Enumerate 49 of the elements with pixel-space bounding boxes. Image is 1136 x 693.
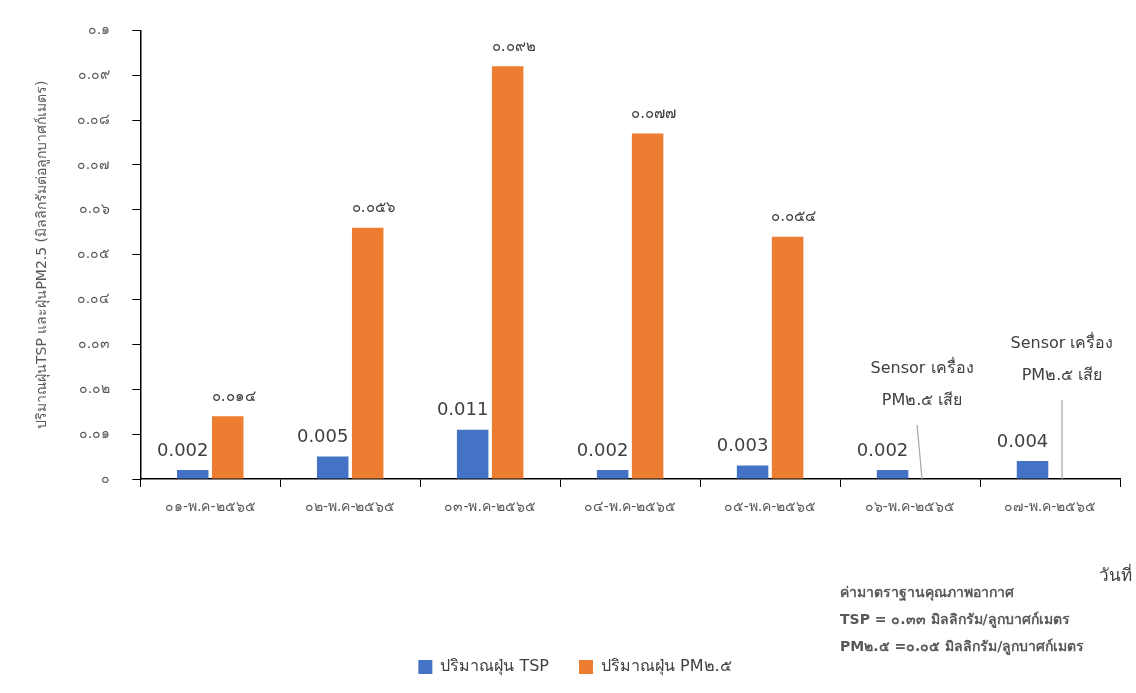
data-label: 0.004 [996, 429, 1049, 451]
y-tick-label: ๐.๐๓ [77, 335, 111, 352]
x-tick-label: ๐๕-พ.ค-๒๕๖๕ [723, 498, 817, 515]
x-tick-label: ๐๗-พ.ค-๒๕๖๕ [1003, 498, 1097, 515]
data-label: 0.002 [156, 438, 209, 460]
text: ค่ามาตราฐานคุณภาพอากาศ TSP = ๐.๓๓ มิลลิกรัม/ลูกบาศก์เมตร PM๒.๕ =๐.๐๕ มิลลิกรัม/ลูกบาศก์เมตร [840, 583, 1085, 655]
data-label: ๐.๐๑๔ [211, 386, 256, 405]
x-tick-label: ๐๑-พ.ค-๒๕๖๕ [164, 498, 256, 515]
bar [771, 236, 804, 479]
x-tick-label: ๐๓-พ.ค-๒๕๖๕ [444, 498, 536, 515]
y-tick-label: ๐.๑ [87, 21, 111, 38]
data-label: 0.011 [436, 398, 489, 420]
x-tick-label: ๐๖-พ.ค-๒๕๖๕ [864, 498, 956, 515]
bar [351, 227, 384, 479]
data-label: ๐.๐๕๔ [771, 207, 816, 226]
y-axis-title: ปริมาณฝุ่นTSP และฝุ่นPM2.5 (มิลลิกรัมต่อลูกบาศก์เมตร) [33, 80, 51, 429]
y-tick-label: ๐.๐๕ [76, 245, 111, 262]
bar [491, 66, 524, 479]
x-axis-title: วันที่ [1099, 563, 1132, 586]
data-label: ๐.๐๗๗ [631, 103, 677, 122]
data-label: 0.003 [716, 434, 769, 456]
bar [631, 133, 664, 479]
bar [211, 416, 244, 479]
legend-label: ปริมาณฝุ่น TSP [440, 656, 550, 677]
annotation: Sensor เครื่อง PM๒.๕ เสีย [1010, 331, 1114, 385]
bar [456, 429, 489, 479]
bar [876, 470, 909, 479]
bar [176, 470, 209, 479]
bar [596, 470, 629, 479]
x-tick-label: ๐๔-พ.ค-๒๕๖๕ [583, 498, 677, 515]
bar [736, 465, 769, 479]
y-tick-label: ๐.๐๗ [76, 155, 111, 172]
legend-label: ปริมาณฝุ่น PM๒.๕ [601, 656, 732, 677]
y-tick-label: ๐.๐๒ [78, 379, 111, 396]
x-tick-label: ๐๒-พ.ค-๒๕๖๕ [304, 498, 396, 515]
data-label: ๐.๐๙๒ [491, 36, 536, 55]
data-label: 0.005 [296, 425, 349, 447]
data-label: 0.002 [856, 438, 909, 460]
y-tick-label: ๐.๐๖ [78, 200, 111, 217]
y-tick-label: ๐.๐๘ [76, 110, 111, 127]
bar [1016, 461, 1049, 479]
y-tick-label: ๐.๐๑ [78, 424, 111, 441]
data-label: ๐.๐๕๖ [351, 198, 396, 217]
annotation: Sensor เครื่อง PM๒.๕ เสีย [870, 356, 974, 410]
bar [316, 456, 349, 479]
y-tick-label: ๐.๐๙ [77, 65, 111, 82]
data-label: 0.002 [576, 438, 629, 460]
y-tick-label: ๐.๐๔ [76, 290, 111, 307]
y-tick-label: ๐ [101, 469, 111, 486]
